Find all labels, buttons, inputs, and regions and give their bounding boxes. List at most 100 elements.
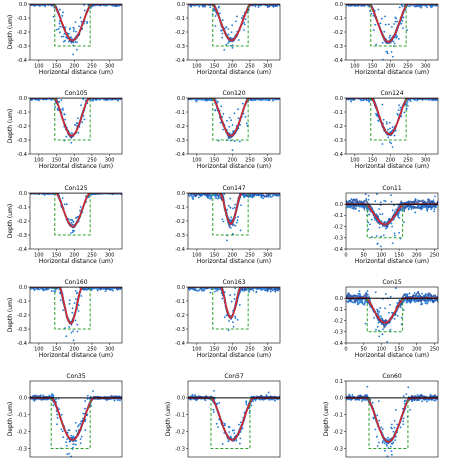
measured-point <box>393 232 396 235</box>
measured-point <box>381 428 384 430</box>
measured-point <box>397 37 400 40</box>
measured-point <box>367 194 370 197</box>
measured-point <box>385 50 388 53</box>
measured-point <box>102 1 104 3</box>
measured-point <box>376 414 379 417</box>
measured-point <box>92 1 94 3</box>
measured-point <box>366 375 368 377</box>
measured-point <box>61 285 63 287</box>
measured-point <box>378 208 380 210</box>
measured-point <box>380 17 383 20</box>
measured-point <box>380 426 382 429</box>
mean-profile <box>188 4 280 42</box>
plot-area <box>346 375 438 457</box>
measured-point <box>93 2 95 4</box>
measured-point <box>74 443 77 446</box>
measured-point <box>381 143 384 145</box>
y-tick-label: -0.1 <box>175 16 185 22</box>
measured-point <box>421 400 423 403</box>
measured-point <box>68 452 71 455</box>
measured-point <box>229 226 232 229</box>
measured-point <box>420 1 422 3</box>
y-tick-label: -0.2 <box>175 429 185 435</box>
y-tick-label: -0.1 <box>333 110 343 116</box>
measured-point <box>70 331 73 334</box>
measured-point <box>37 96 39 98</box>
axes-frame <box>345 192 439 250</box>
measured-point <box>252 289 255 292</box>
y-tick-label: 0.1 <box>335 379 343 385</box>
measured-point <box>254 285 256 287</box>
measured-point <box>387 436 389 439</box>
measured-point <box>391 209 394 212</box>
measured-point <box>393 23 396 25</box>
y-tick-label: 0.0 <box>335 202 343 208</box>
measured-point <box>396 20 399 23</box>
measured-point <box>366 385 369 388</box>
measured-point <box>97 96 99 98</box>
measured-point <box>206 190 208 192</box>
measured-point <box>79 442 82 445</box>
measured-point <box>221 29 224 32</box>
measured-point <box>390 450 393 453</box>
measured-point <box>32 285 34 287</box>
measured-point <box>225 239 228 242</box>
measured-point <box>369 284 371 286</box>
measured-point <box>267 94 269 96</box>
measured-point <box>56 413 58 416</box>
panel-14: 0.1 0.0 -0.1 -0.2 -0.3 Depth (um) Con60 <box>323 373 439 458</box>
y-tick-label: -0.4 <box>333 341 343 347</box>
measured-point <box>227 28 230 30</box>
measured-point <box>47 285 49 287</box>
y-tick-label: -0.2 <box>17 429 27 435</box>
panel-title: Con120 <box>222 90 245 97</box>
measured-point <box>379 201 382 204</box>
measured-trace <box>188 4 280 43</box>
measured-point <box>61 107 64 110</box>
measured-point <box>400 1 402 3</box>
measured-point <box>40 96 42 98</box>
measured-point <box>372 95 374 97</box>
measured-point <box>394 20 397 23</box>
x-tick-label: 100 <box>377 253 387 259</box>
measured-point <box>246 277 248 279</box>
x-tick-label: 200 <box>227 64 237 70</box>
measured-point <box>380 60 382 62</box>
measured-point <box>269 290 272 293</box>
measured-point <box>384 23 387 26</box>
measured-point <box>394 439 396 442</box>
measured-point <box>72 26 75 29</box>
measured-point <box>70 455 72 457</box>
measured-point <box>355 207 357 210</box>
measured-point <box>61 430 64 433</box>
target-profile <box>212 287 249 330</box>
measured-point <box>428 96 430 98</box>
axes-frame <box>29 286 123 344</box>
x-tick-label: 200 <box>69 253 79 259</box>
measured-point <box>388 255 390 257</box>
measured-point <box>198 196 200 199</box>
x-tick-label: 250 <box>403 64 413 70</box>
measured-point <box>270 96 272 98</box>
measured-point <box>376 193 378 195</box>
axes-frame <box>345 380 439 458</box>
x-tick-label: 200 <box>412 347 422 353</box>
y-tick-label: -0.3 <box>175 233 185 239</box>
measured-point <box>391 311 393 314</box>
measured-point <box>54 93 56 95</box>
measured-point <box>77 310 80 312</box>
measured-point <box>390 142 393 145</box>
measured-point <box>60 185 62 187</box>
y-tick-label: 0.0 <box>335 396 343 402</box>
measured-point <box>239 229 242 232</box>
measured-point <box>107 191 109 193</box>
measured-point <box>380 315 382 318</box>
measured-point <box>104 285 106 287</box>
measured-point <box>57 27 60 30</box>
measured-point <box>31 96 33 98</box>
measured-point <box>115 96 117 98</box>
measured-point <box>112 284 114 286</box>
measured-point <box>218 189 220 191</box>
measured-point <box>218 402 221 404</box>
panel-title: Con160 <box>64 279 87 286</box>
